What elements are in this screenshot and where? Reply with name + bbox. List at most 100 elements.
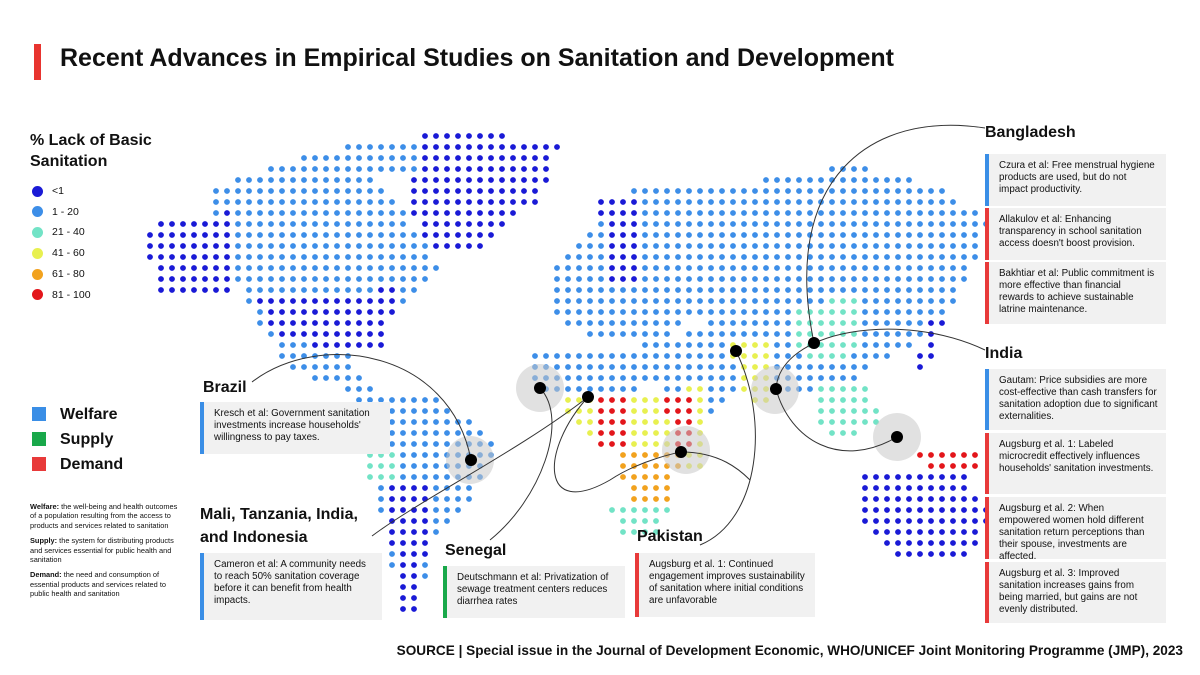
legend-item: 81 - 100 [32, 288, 91, 302]
map-dot [829, 265, 835, 271]
map-dot [895, 320, 901, 326]
map-dot [433, 243, 439, 249]
map-dot [763, 320, 769, 326]
map-dot [246, 232, 252, 238]
map-dot [763, 287, 769, 293]
map-dot [609, 353, 615, 359]
map-dot [422, 243, 428, 249]
map-dot [598, 441, 604, 447]
map-dot [774, 199, 780, 205]
map-dot [433, 518, 439, 524]
map-dot [708, 265, 714, 271]
category-label: Supply [60, 431, 114, 448]
map-dot [378, 298, 384, 304]
definition: Welfare: the well-being and health outco… [30, 502, 180, 530]
map-dot [664, 298, 670, 304]
map-dot [510, 210, 516, 216]
map-dot [928, 463, 934, 469]
map-dot [367, 254, 373, 260]
map-dot [433, 441, 439, 447]
map-dot [631, 408, 637, 414]
map-dot [939, 309, 945, 315]
map-dot [235, 254, 241, 260]
map-dot [686, 342, 692, 348]
map-dot [719, 265, 725, 271]
map-dot [763, 298, 769, 304]
map-dot [807, 221, 813, 227]
map-dot [961, 265, 967, 271]
map-dot [917, 474, 923, 480]
map-dot [422, 540, 428, 546]
map-dot [554, 265, 560, 271]
map-dot [653, 496, 659, 502]
map-dot [796, 331, 802, 337]
map-dot [180, 287, 186, 293]
map-dot [609, 441, 615, 447]
map-dot [620, 265, 626, 271]
map-dot [411, 419, 417, 425]
map-dot [345, 166, 351, 172]
map-dot [378, 507, 384, 513]
map-dot [851, 430, 857, 436]
map-dot [356, 298, 362, 304]
map-dot [917, 507, 923, 513]
map-dot [928, 232, 934, 238]
map-dot [246, 298, 252, 304]
map-dot [906, 529, 912, 535]
map-dot [631, 452, 637, 458]
map-dot [950, 199, 956, 205]
map-dot [444, 430, 450, 436]
map-dot [620, 298, 626, 304]
map-dot [301, 364, 307, 370]
map-dot [246, 177, 252, 183]
map-dot [884, 331, 890, 337]
map-dot [389, 210, 395, 216]
map-dot [400, 166, 406, 172]
study-box: Gautam: Price subsidies are more cost-ef… [985, 369, 1166, 430]
map-dot [444, 441, 450, 447]
map-dot [609, 320, 615, 326]
map-dot [950, 276, 956, 282]
map-dot [466, 166, 472, 172]
map-dot [587, 232, 593, 238]
map-dot [367, 276, 373, 282]
map-dot [609, 397, 615, 403]
map-dot [466, 155, 472, 161]
map-dot [180, 276, 186, 282]
legend-swatch [32, 289, 43, 301]
map-dot [972, 221, 978, 227]
map-dot [290, 331, 296, 337]
map-dot [323, 243, 329, 249]
map-dot [356, 144, 362, 150]
map-dot [774, 177, 780, 183]
map-dot [620, 199, 626, 205]
map-dot [356, 210, 362, 216]
map-dot [796, 199, 802, 205]
map-dot [664, 353, 670, 359]
map-dot [785, 364, 791, 370]
map-dot [873, 474, 879, 480]
map-dot [719, 232, 725, 238]
markers [465, 337, 903, 466]
map-dot [642, 518, 648, 524]
map-dot [433, 177, 439, 183]
study-bar [985, 562, 989, 623]
map-dot [851, 397, 857, 403]
map-dot [587, 265, 593, 271]
map-dot [851, 210, 857, 216]
map-dot [455, 507, 461, 513]
map-dot [609, 276, 615, 282]
map-dot [202, 221, 208, 227]
map-dot [928, 298, 934, 304]
map-dot [884, 540, 890, 546]
map-dot [323, 265, 329, 271]
connector [489, 387, 553, 541]
map-dot [510, 199, 516, 205]
map-dot [686, 298, 692, 304]
map-dot [301, 309, 307, 315]
map-dot [829, 331, 835, 337]
map-dot [598, 210, 604, 216]
map-dot [521, 144, 527, 150]
map-dot [950, 518, 956, 524]
map-dot [389, 441, 395, 447]
